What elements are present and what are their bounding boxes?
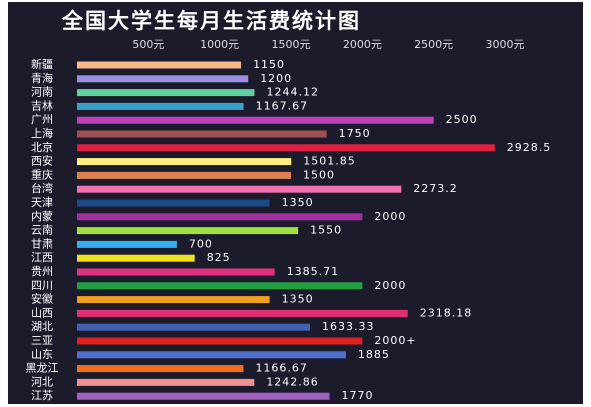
value-label: 1770 bbox=[342, 389, 374, 402]
value-label: 1750 bbox=[339, 127, 371, 140]
category-label: 吉林 bbox=[31, 98, 53, 112]
bar bbox=[77, 213, 363, 221]
category-label: 安徽 bbox=[31, 292, 53, 306]
value-label: 2928.5 bbox=[507, 141, 551, 154]
value-label: 2318.18 bbox=[420, 306, 473, 319]
category-label: 四川 bbox=[31, 279, 53, 292]
category-label: 云南 bbox=[31, 224, 53, 237]
value-label: 1550 bbox=[310, 224, 342, 237]
value-label: 2000 bbox=[374, 279, 406, 292]
value-label: 1244.12 bbox=[266, 86, 319, 99]
bar bbox=[77, 378, 255, 386]
value-label: 1501.85 bbox=[303, 155, 356, 168]
category-label: 甘肃 bbox=[31, 237, 53, 250]
bar bbox=[77, 144, 495, 152]
bar bbox=[77, 337, 363, 345]
value-label: 1633.33 bbox=[322, 320, 375, 333]
bar bbox=[77, 61, 242, 69]
bar bbox=[77, 392, 330, 400]
category-label: 天津 bbox=[31, 196, 53, 209]
bar bbox=[77, 227, 299, 235]
bar bbox=[77, 240, 177, 248]
value-label: 2273.2 bbox=[413, 182, 458, 195]
category-label: 河北 bbox=[31, 375, 53, 388]
value-label: 2500 bbox=[446, 113, 478, 126]
bar bbox=[77, 351, 346, 359]
value-label: 1150 bbox=[253, 58, 285, 71]
value-label: 1500 bbox=[303, 168, 335, 181]
category-label: 湖北 bbox=[31, 320, 53, 333]
bar bbox=[77, 116, 434, 124]
value-label: 1200 bbox=[260, 72, 292, 85]
category-label: 黑龙江 bbox=[26, 362, 59, 375]
category-label: 江苏 bbox=[31, 389, 53, 402]
x-tick-label: 1000元 bbox=[200, 38, 239, 51]
x-tick-label: 2500元 bbox=[414, 38, 453, 51]
category-label: 青海 bbox=[31, 71, 53, 85]
category-label: 西安 bbox=[31, 154, 53, 168]
x-tick-label: 2000元 bbox=[343, 38, 382, 51]
value-label: 2000 bbox=[374, 210, 406, 223]
bar bbox=[77, 268, 275, 276]
x-tick-label: 1500元 bbox=[272, 38, 311, 51]
value-label: 1166.67 bbox=[255, 362, 308, 375]
category-label: 新疆 bbox=[31, 57, 53, 71]
value-label: 1385.71 bbox=[287, 265, 340, 278]
bar bbox=[77, 254, 195, 262]
bar bbox=[77, 282, 363, 290]
value-label: 700 bbox=[189, 237, 213, 250]
category-label: 河南 bbox=[31, 86, 53, 99]
bar bbox=[77, 309, 408, 317]
category-label: 江西 bbox=[31, 251, 53, 264]
category-label: 北京 bbox=[31, 140, 53, 154]
bar bbox=[77, 130, 327, 138]
category-label: 内蒙 bbox=[31, 209, 53, 223]
value-label: 2000+ bbox=[374, 334, 416, 347]
bar bbox=[77, 158, 292, 166]
category-label: 山西 bbox=[31, 306, 53, 319]
value-label: 1242.86 bbox=[266, 375, 319, 388]
bar bbox=[77, 185, 402, 193]
category-label: 上海 bbox=[31, 126, 53, 140]
value-label: 1350 bbox=[282, 293, 314, 306]
category-label: 台湾 bbox=[31, 181, 53, 195]
chart-title: 全国大学生每月生活费统计图 bbox=[61, 9, 361, 33]
x-tick-label: 500元 bbox=[132, 38, 164, 51]
bar bbox=[77, 89, 255, 97]
category-label: 山东 bbox=[31, 348, 53, 361]
category-label: 贵州 bbox=[31, 265, 53, 278]
value-label: 1885 bbox=[358, 348, 390, 361]
category-label: 三亚 bbox=[31, 334, 53, 347]
bar bbox=[77, 323, 311, 331]
category-label: 重庆 bbox=[31, 167, 53, 181]
bar bbox=[77, 199, 270, 207]
bar bbox=[77, 75, 249, 83]
value-label: 1167.67 bbox=[256, 99, 309, 112]
category-label: 广州 bbox=[31, 113, 53, 126]
bar bbox=[77, 365, 244, 373]
bar bbox=[77, 102, 244, 110]
value-label: 1350 bbox=[282, 196, 314, 209]
bar bbox=[77, 171, 291, 179]
value-label: 825 bbox=[207, 251, 231, 264]
x-tick-label: 3000元 bbox=[486, 38, 525, 51]
bar bbox=[77, 296, 270, 304]
